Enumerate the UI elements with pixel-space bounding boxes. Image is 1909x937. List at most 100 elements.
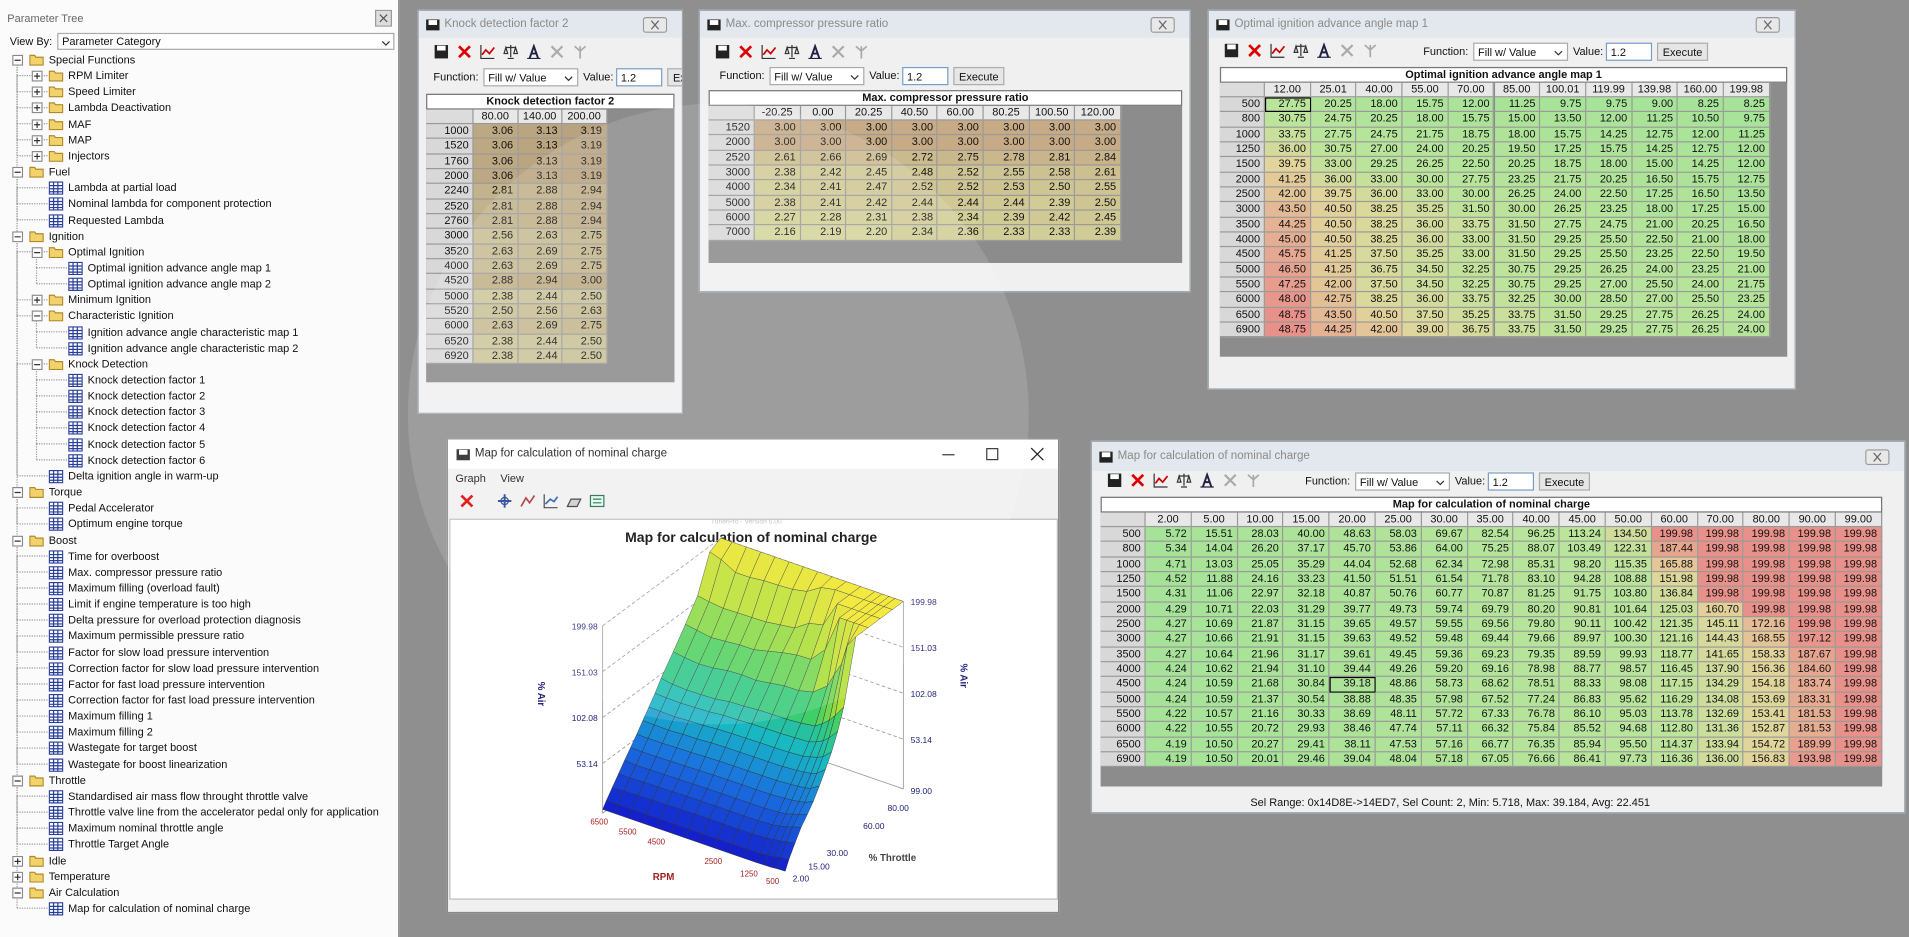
table-cell[interactable]: 95.50 (1605, 737, 1652, 753)
table-cell[interactable]: 3.00 (1075, 135, 1122, 151)
tree-expander[interactable] (12, 871, 24, 883)
table-cell[interactable]: 11.25 (1723, 127, 1770, 143)
table-cell[interactable]: 136.84 (1651, 587, 1698, 603)
table-cell[interactable]: 20.25 (1586, 172, 1633, 188)
table-cell[interactable]: 8.25 (1678, 97, 1724, 113)
table-cell[interactable]: 69.56 (1467, 617, 1514, 633)
table-cell[interactable]: 10.62 (1191, 662, 1238, 678)
table-cell[interactable]: 199.98 (1835, 752, 1882, 768)
table-cell[interactable]: 10.57 (1191, 707, 1238, 723)
table-cell[interactable]: 38.11 (1329, 737, 1376, 753)
table-cell[interactable]: 2.34 (937, 210, 984, 226)
table-cell[interactable]: 199.98 (1697, 527, 1744, 543)
table-cell[interactable]: 40.00 (1283, 527, 1330, 543)
table-cell[interactable]: 48.75 (1264, 322, 1311, 338)
toolbar-scale[interactable] (1176, 472, 1192, 488)
table-cell[interactable]: 199.98 (1743, 572, 1790, 588)
table-cell[interactable]: 88.77 (1559, 662, 1606, 678)
tree-item[interactable]: Wastegate for boost linearization (68, 757, 228, 771)
table-cell[interactable]: 29.25 (1586, 322, 1633, 338)
panel-close[interactable] (374, 9, 393, 27)
tree-item[interactable]: MAF (68, 117, 92, 130)
table-cell[interactable]: 199.98 (1835, 737, 1882, 753)
table-cell[interactable]: 25.05 (1237, 557, 1284, 573)
table-cell[interactable]: 26.25 (1678, 307, 1724, 323)
table-cell[interactable]: 49.57 (1375, 617, 1422, 633)
table-cell[interactable]: 78.98 (1513, 662, 1560, 678)
tree-item[interactable]: Optimal Ignition (68, 245, 145, 258)
table-cell[interactable]: 2.56 (473, 229, 519, 245)
tree-item[interactable]: Throttle valve line from the accelerator… (68, 806, 379, 819)
table-cell[interactable]: 2.63 (562, 304, 607, 320)
table-cell[interactable]: 199.98 (1651, 527, 1698, 543)
table-cell[interactable]: 23.25 (1678, 262, 1724, 278)
table-cell[interactable]: 116.29 (1651, 692, 1698, 708)
value-input[interactable]: 1.2 (902, 66, 949, 86)
view-by-select[interactable]: Parameter Category (57, 32, 395, 50)
table-cell[interactable]: 18.00 (1356, 97, 1403, 113)
table-cell[interactable]: 2.33 (1029, 225, 1076, 241)
table-cell[interactable]: 121.16 (1651, 632, 1698, 648)
window-close[interactable] (1150, 17, 1175, 33)
table-cell[interactable]: 2.44 (892, 195, 938, 211)
table-cell[interactable]: 38.69 (1329, 707, 1376, 723)
table-cell[interactable]: 199.98 (1789, 527, 1836, 543)
table-cell[interactable]: 3.00 (937, 120, 984, 136)
table-cell[interactable]: 33.75 (1448, 217, 1495, 233)
table-cell[interactable]: 118.77 (1651, 647, 1698, 663)
table-cell[interactable]: 23.25 (1494, 172, 1541, 188)
table-cell[interactable]: 12.75 (1632, 127, 1679, 143)
table-cell[interactable]: 2.38 (892, 210, 938, 226)
table-cell[interactable]: 11.25 (1632, 112, 1679, 128)
toolbar-grayx[interactable] (830, 44, 846, 60)
table-cell[interactable]: 2.42 (1029, 210, 1076, 226)
table-cell[interactable]: 58.03 (1375, 527, 1422, 543)
table-cell[interactable]: 39.75 (1310, 187, 1357, 203)
table-cell[interactable]: 2.28 (800, 210, 847, 226)
table-cell[interactable]: 21.94 (1237, 662, 1284, 678)
table-cell[interactable]: 4.71 (1145, 557, 1192, 573)
toolbar-close[interactable] (1130, 472, 1146, 488)
table-cell[interactable]: 199.98 (1835, 617, 1882, 633)
table-cell[interactable]: 33.75 (1264, 127, 1311, 143)
table-cell[interactable]: 24.75 (1586, 217, 1633, 233)
tree-expander[interactable] (31, 294, 43, 306)
table-cell[interactable]: 3.13 (518, 154, 563, 170)
table-cell[interactable]: 3.00 (983, 135, 1030, 151)
table-cell[interactable]: 88.33 (1559, 677, 1606, 693)
table-cell[interactable]: 85.94 (1559, 737, 1606, 753)
table-cell[interactable]: 37.50 (1356, 277, 1403, 293)
table-cell[interactable]: 41.25 (1310, 247, 1357, 263)
table-cell[interactable]: 27.00 (1586, 277, 1633, 293)
table-cell[interactable]: 40.50 (1310, 217, 1357, 233)
table-cell[interactable]: 3.06 (473, 154, 519, 170)
table-cell[interactable]: 3.00 (562, 274, 607, 290)
window-close[interactable] (1755, 17, 1780, 33)
table-cell[interactable]: 32.25 (1494, 292, 1541, 308)
table-cell[interactable]: 4.22 (1145, 707, 1192, 723)
table-cell[interactable]: 100.42 (1605, 617, 1652, 633)
table-cell[interactable]: 45.75 (1264, 247, 1311, 263)
table-cell[interactable]: 49.52 (1375, 632, 1422, 648)
tree-item[interactable]: Knock detection factor 1 (87, 373, 206, 386)
minimize-button[interactable] (940, 446, 957, 463)
table-cell[interactable]: 3.06 (473, 124, 519, 140)
plot-tool[interactable] (566, 493, 582, 509)
toolbar-fork[interactable] (853, 44, 869, 60)
table-cell[interactable]: 3.00 (1029, 120, 1076, 136)
tree-expander[interactable] (31, 150, 43, 162)
table-cell[interactable]: 10.50 (1191, 752, 1238, 768)
table-cell[interactable]: 131.36 (1697, 722, 1744, 738)
table-cell[interactable]: 144.43 (1697, 632, 1744, 648)
table-cell[interactable]: 30.75 (1264, 112, 1311, 128)
table-cell[interactable]: 49.73 (1375, 602, 1422, 618)
table-cell[interactable]: 22.50 (1586, 187, 1633, 203)
table-cell[interactable]: 199.98 (1697, 542, 1744, 558)
table-cell[interactable]: 2.56 (518, 304, 563, 320)
table-cell[interactable]: 2.81 (1029, 150, 1076, 166)
table-cell[interactable]: 199.98 (1835, 692, 1882, 708)
tree-item[interactable]: Knock detection factor 4 (87, 421, 206, 434)
tree-item[interactable]: Boost (48, 533, 77, 547)
table-cell[interactable]: 31.50 (1540, 322, 1587, 338)
table-cell[interactable]: 39.63 (1329, 632, 1376, 648)
